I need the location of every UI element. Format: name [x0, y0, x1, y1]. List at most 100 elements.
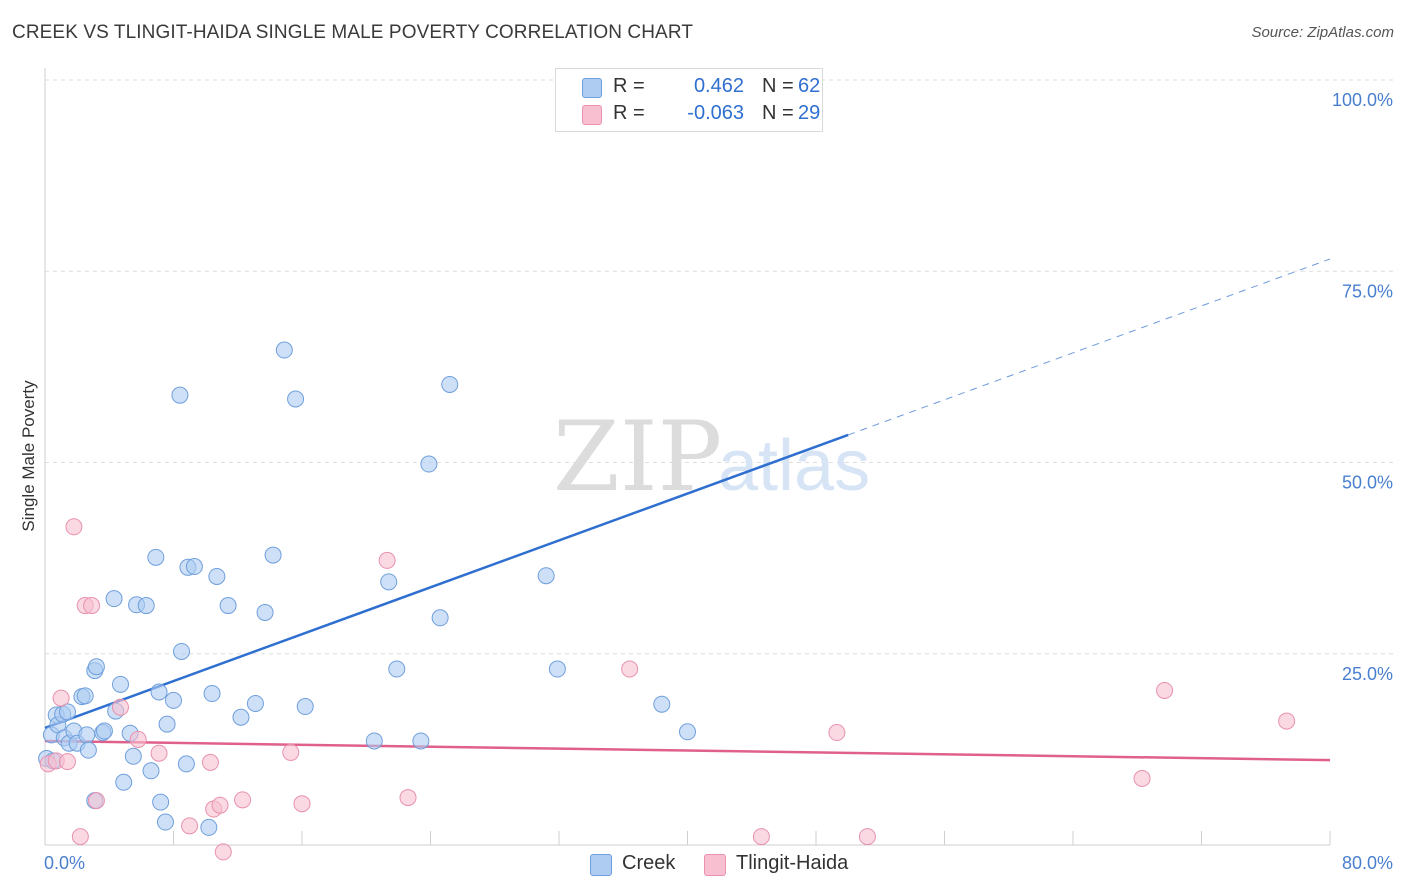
creek-point	[95, 722, 113, 740]
tlingit-point	[111, 698, 129, 716]
source-label: Source: ZipAtlas.com	[1251, 24, 1394, 41]
y-tick-label: 25.0%	[1342, 664, 1393, 684]
grid-lines	[45, 79, 1395, 655]
tlingit-point	[752, 828, 770, 846]
tlingit-point	[65, 518, 83, 536]
creek-point	[76, 687, 94, 705]
creek-point	[150, 683, 168, 701]
creek-point	[296, 698, 314, 716]
chart-title: CREEK VS TLINGIT-HAIDA SINGLE MALE POVER…	[12, 22, 694, 43]
creek-point	[147, 548, 165, 566]
creek-point	[264, 546, 282, 564]
tlingit-point	[293, 795, 311, 813]
creek-point	[111, 675, 129, 693]
creek-point	[171, 386, 189, 404]
correlation-legend: R = 0.462 N = 62 R = -0.063 N = 29	[555, 68, 823, 132]
y-tick-label: 75.0%	[1342, 281, 1393, 301]
tlingit-point	[129, 730, 147, 748]
legend-r-label: R =	[613, 102, 645, 124]
creek-point	[537, 567, 555, 585]
creek-point	[679, 723, 696, 741]
tlingit-point	[378, 551, 396, 569]
legend-n-label: N =	[762, 102, 794, 124]
creek-point	[165, 691, 182, 709]
tlingit-point	[211, 796, 229, 814]
tlingit-point	[1133, 769, 1151, 787]
tlingit-point	[201, 753, 219, 771]
legend-r-value: 0.462	[693, 75, 744, 97]
tlingit-point	[214, 843, 232, 861]
creek-point	[173, 642, 191, 660]
watermark: ZIP atlas	[553, 401, 870, 513]
creek-point	[152, 793, 170, 811]
tlingit-point	[58, 753, 76, 771]
tlingit-point	[1278, 712, 1296, 730]
creek-point	[388, 660, 406, 678]
creek-point	[431, 609, 449, 627]
y-tick-label: 50.0%	[1342, 473, 1393, 493]
bottom-legend-label-tlingit: Tlingit-Haida	[736, 852, 849, 874]
creek-point	[232, 708, 250, 726]
x-tick-label: 80.0%	[1342, 853, 1393, 873]
legend-r-label: R =	[613, 75, 645, 97]
tlingit-trend-line	[44, 739, 1331, 762]
creek-point	[79, 741, 97, 759]
bottom-legend-swatch-tlingit	[704, 854, 726, 876]
creek-point	[115, 773, 133, 791]
creek-point	[208, 567, 226, 585]
legend-n-label: N =	[762, 75, 794, 97]
bottom-legend-label-creek: Creek	[622, 852, 676, 874]
creek-point	[412, 732, 430, 750]
tlingit-point	[83, 597, 101, 615]
creek-point	[158, 715, 176, 733]
creek-point	[246, 694, 264, 712]
creek-point	[275, 341, 293, 359]
legend-n-value: 29	[798, 102, 821, 124]
creek-trend-extension	[847, 258, 1331, 436]
creek-point	[441, 375, 459, 393]
tlingit-point	[399, 789, 417, 807]
legend-swatch-creek	[582, 78, 602, 98]
creek-point	[87, 658, 105, 676]
creek-point	[142, 762, 160, 780]
tlingit-point	[71, 828, 89, 846]
creek-point	[219, 597, 237, 615]
creek-point	[380, 573, 398, 591]
data-points	[38, 341, 1296, 861]
tick-labels: 100.0% 75.0% 50.0% 25.0% 0.0% 80.0%	[44, 90, 1393, 873]
creek-point	[156, 813, 174, 831]
creek-point	[203, 685, 221, 703]
y-axis-label: Single Male Poverty	[19, 380, 38, 532]
tlingit-point	[828, 724, 846, 742]
tlingit-point	[181, 817, 199, 835]
bottom-legend-swatch-creek	[590, 854, 612, 876]
creek-point	[105, 590, 123, 608]
creek-point	[420, 455, 438, 473]
creek-point	[256, 603, 274, 621]
creek-point	[124, 747, 142, 765]
tlingit-point	[1156, 681, 1174, 699]
tlingit-point	[282, 743, 300, 761]
creek-point	[653, 695, 671, 713]
tlingit-point	[234, 791, 252, 809]
tlingit-point	[858, 828, 876, 846]
axes	[44, 68, 1331, 846]
legend-r-value: -0.063	[687, 102, 744, 124]
creek-point	[185, 558, 203, 576]
tlingit-point	[87, 792, 105, 810]
creek-point	[200, 818, 218, 836]
trend-lines	[44, 258, 1331, 762]
y-tick-label: 100.0%	[1332, 90, 1393, 110]
tlingit-point	[621, 660, 639, 678]
creek-trend-line	[44, 433, 849, 730]
x-tick-label: 0.0%	[44, 853, 85, 873]
creek-point	[365, 732, 383, 750]
creek-point	[58, 703, 76, 721]
tlingit-point	[52, 689, 70, 707]
watermark-zip: ZIP	[553, 401, 722, 513]
creek-point	[548, 660, 566, 678]
legend-swatch-tlingit	[582, 105, 602, 125]
legend-n-value: 62	[798, 75, 821, 97]
tlingit-point	[150, 744, 168, 762]
